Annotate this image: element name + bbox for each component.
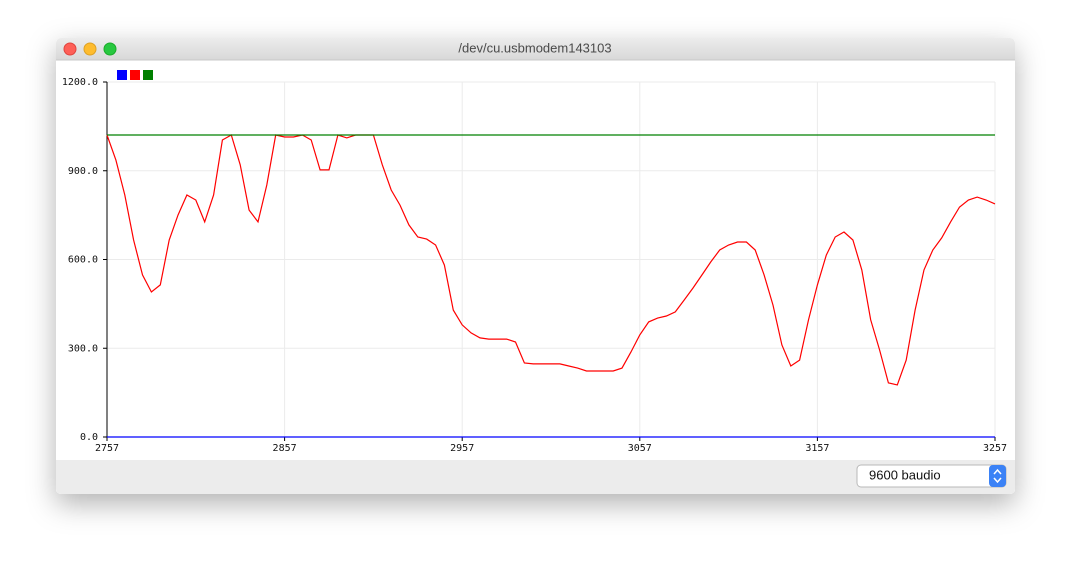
y-tick-label: 1200.0 <box>62 77 98 88</box>
window <box>56 38 1015 494</box>
y-tick-label: 300.0 <box>68 343 98 354</box>
select-arrow[interactable] <box>989 465 1006 487</box>
x-tick-label: 2857 <box>273 443 297 454</box>
legend-swatch <box>130 70 140 80</box>
x-tick-label: 2757 <box>95 443 119 454</box>
series-line <box>106 134 996 386</box>
select-chevrons <box>993 468 1002 484</box>
x-tick-label: 3257 <box>983 443 1007 454</box>
zoom-button[interactable] <box>103 42 117 56</box>
legend-swatch <box>117 70 127 80</box>
y-tick-label: 600.0 <box>68 255 98 266</box>
title-bar <box>56 38 1015 60</box>
close-button[interactable] <box>63 42 77 56</box>
baud-label[interactable]: 9600 baudio <box>869 467 941 482</box>
plot: 0.0 300.0 600.0 900.0 1200.0 2757 2857 2957 3057… <box>62 70 1007 454</box>
window-title: /dev/cu.usbmodem143103 <box>458 40 611 55</box>
bottom-bar <box>56 460 1015 494</box>
x-tick-label: 3157 <box>805 443 829 454</box>
x-tick-label: 3057 <box>628 443 652 454</box>
minimize-button[interactable] <box>83 42 97 56</box>
y-tick-label: 0.0 <box>80 432 98 443</box>
x-tick-label: 2957 <box>450 443 474 454</box>
y-tick-label: 900.0 <box>68 166 98 177</box>
legend-swatch <box>143 70 153 80</box>
